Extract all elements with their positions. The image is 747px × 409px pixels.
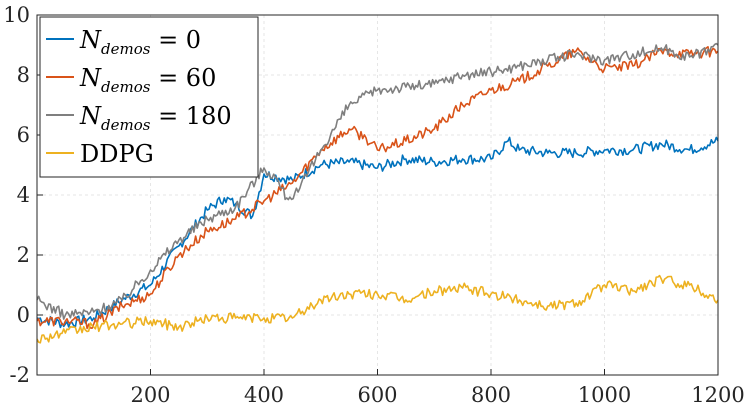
legend-label: Ndemos = 180 [79, 102, 232, 134]
series-line-3 [36, 274, 719, 344]
y-tick-label: -2 [10, 363, 30, 387]
x-tick-label: 400 [244, 383, 284, 407]
x-tick-label: 200 [130, 383, 170, 407]
axes: 200 400 600 800 1000 1200 -2 0 2 4 6 8 10 [3, 3, 744, 407]
legend-label: DDPG [80, 140, 154, 168]
x-tick-label: 1200 [691, 383, 744, 407]
x-tick-label: 800 [471, 383, 511, 407]
legend-box [39, 16, 259, 178]
legend: Ndemos = 0 Ndemos = 60 Ndemos = 180 DDPG [39, 16, 259, 178]
y-tick-label: 10 [3, 3, 30, 27]
legend-label: Ndemos = 0 [79, 26, 201, 58]
y-tick-label: 2 [17, 243, 30, 267]
x-tick-label: 600 [357, 383, 397, 407]
y-tick-label: 6 [17, 123, 30, 147]
series-line-2 [36, 42, 719, 320]
y-tick-label: 0 [17, 303, 30, 327]
series-line-1 [36, 46, 719, 330]
legend-label: Ndemos = 60 [79, 64, 216, 96]
series-line-0 [36, 136, 719, 329]
series-layer [36, 42, 719, 344]
y-tick-label: 4 [17, 183, 30, 207]
y-tick-label: 8 [17, 63, 30, 87]
x-tick-label: 1000 [578, 383, 631, 407]
